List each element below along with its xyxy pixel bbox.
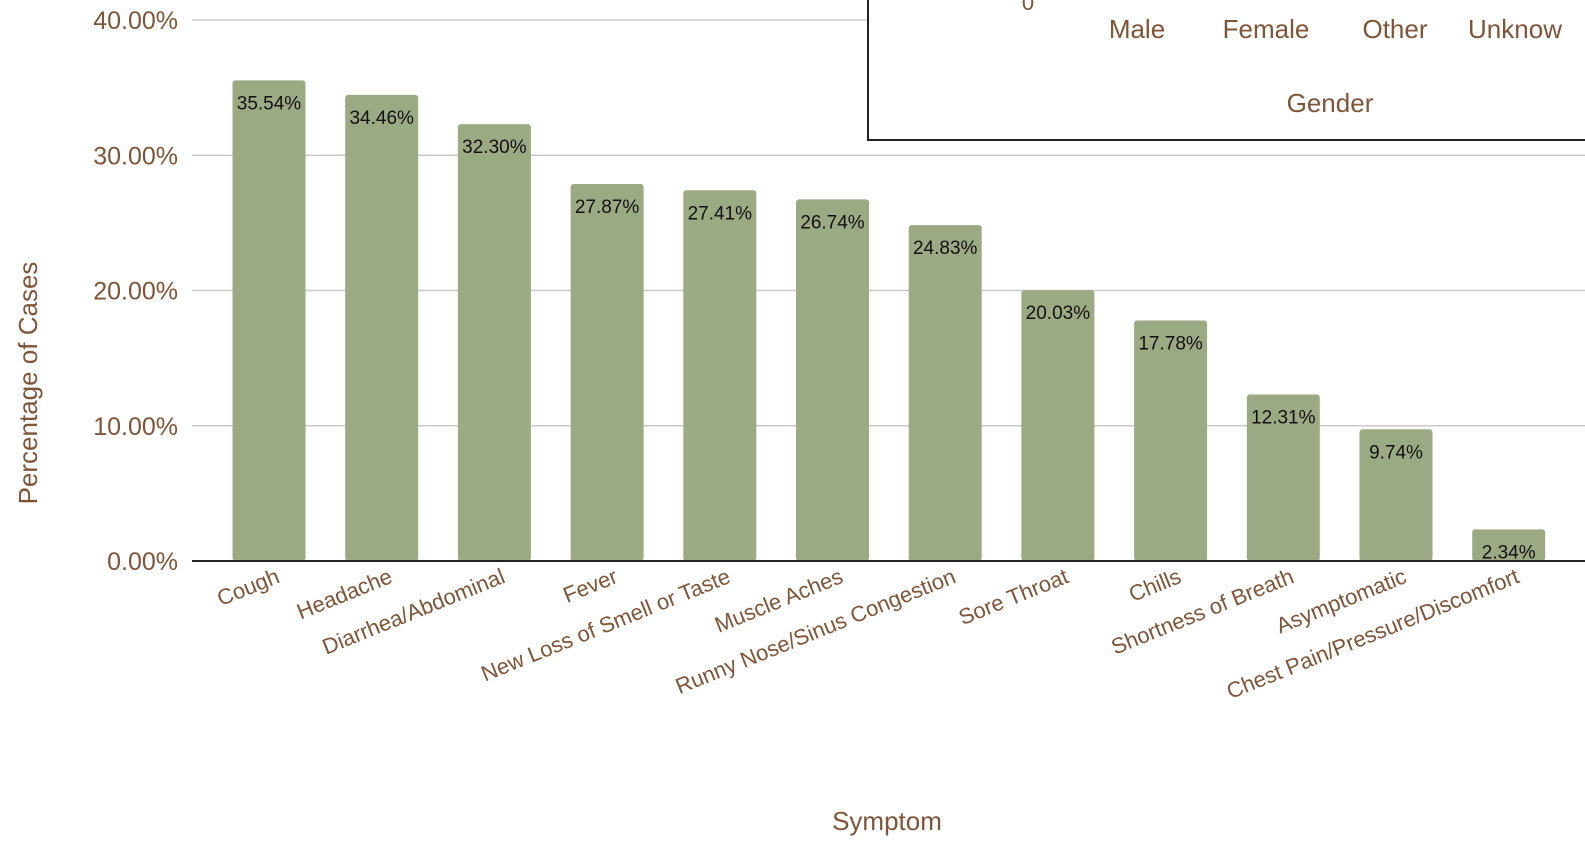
bar	[908, 225, 982, 561]
data-label: 17.78%	[1138, 334, 1203, 355]
data-label: 20.03%	[1026, 303, 1091, 324]
inset-x-tick-label: Unknow	[1468, 14, 1562, 44]
bar	[796, 199, 869, 562]
x-tick-label: Diarrhea/Abdominal	[319, 563, 509, 659]
data-label: 34.46%	[349, 108, 414, 129]
bar	[345, 94, 419, 561]
y-axis-title: Percentage of Cases	[13, 262, 43, 505]
data-label: 9.74%	[1369, 442, 1423, 463]
y-tick-label: 30.00%	[93, 142, 178, 170]
y-tick-label: 10.00%	[93, 413, 178, 441]
bar	[232, 80, 306, 561]
bar	[1472, 529, 1546, 561]
inset-x-tick-label: Other	[1362, 14, 1427, 44]
inset-gender-chart: 0 Male Female Other Unknow Gender	[867, 0, 1585, 141]
x-tick-label: Cough	[213, 563, 282, 610]
y-tick-label: 40.00%	[93, 7, 178, 35]
inset-y-tick-zero: 0	[1022, 0, 1034, 15]
y-tick-label: 0.00%	[107, 548, 178, 576]
data-label: 32.30%	[462, 137, 527, 158]
inset-x-tick-label: Female	[1223, 14, 1310, 44]
x-tick-label: Sore Throat	[955, 563, 1072, 630]
data-label: 24.83%	[913, 238, 978, 259]
bar	[457, 124, 531, 561]
x-tick-label: Shortness of Breath	[1108, 563, 1298, 659]
data-label: 35.54%	[237, 93, 302, 114]
bar	[570, 184, 644, 562]
y-tick-labels: 0.00% 10.00% 20.00% 30.00% 40.00%	[93, 7, 178, 576]
x-tick-label: Fever	[559, 563, 621, 607]
y-tick-label: 20.00%	[93, 278, 178, 306]
data-label: 12.31%	[1251, 408, 1316, 429]
data-label: 27.41%	[688, 203, 753, 224]
inset-frame	[867, 0, 1585, 141]
inset-x-tick-label: Male	[1109, 14, 1165, 44]
bar	[1134, 320, 1208, 561]
bar	[683, 190, 757, 561]
bars: 35.54% 34.46% 32.30% 27.87% 27.41% 26.74% 24.8…	[232, 80, 1546, 563]
data-label: 26.74%	[800, 212, 865, 233]
data-label: 2.34%	[1482, 542, 1536, 563]
bar	[1359, 429, 1433, 561]
bar	[1246, 394, 1320, 561]
data-label: 27.87%	[575, 197, 640, 218]
bar	[1021, 290, 1095, 561]
x-tick-label: Chills	[1125, 563, 1184, 606]
inset-x-axis-title: Gender	[1287, 88, 1374, 118]
inset-category-labels: Male Female Other Unknow	[1109, 14, 1562, 44]
x-axis-title: Symptom	[832, 806, 942, 836]
